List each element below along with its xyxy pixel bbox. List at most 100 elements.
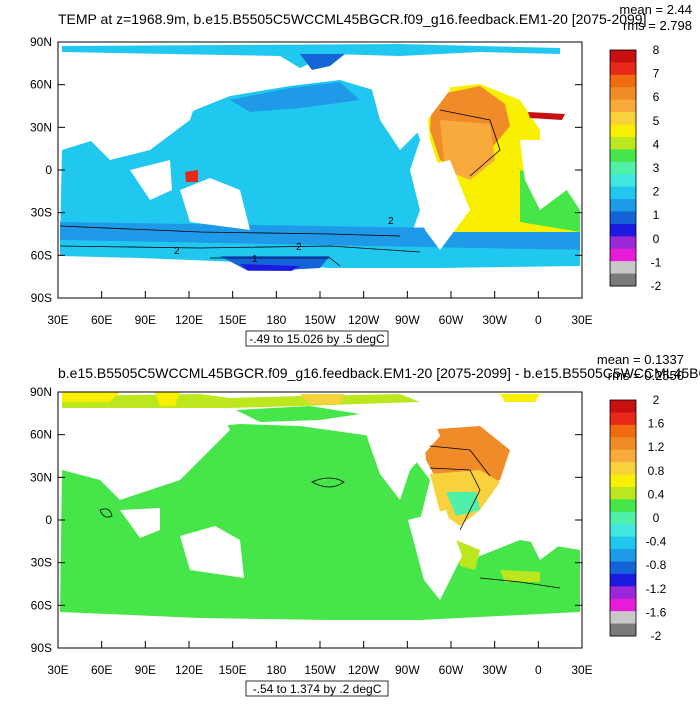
y-tick-label: 60N	[30, 428, 52, 442]
x-tick-label: 180	[266, 313, 286, 327]
contour-line	[311, 477, 345, 488]
land-north-america	[360, 406, 440, 500]
colorbar-swatch	[610, 124, 636, 138]
x-tick-label: 150E	[219, 663, 247, 677]
colorbar-swatch	[610, 598, 636, 612]
colorbar-swatch	[610, 248, 636, 262]
contour-line	[429, 467, 481, 531]
land-eurasia	[62, 60, 200, 160]
y-tick-label: 0	[45, 513, 52, 527]
contour-info-box	[245, 680, 389, 697]
colorbar-swatch	[610, 99, 636, 113]
y-axis: 90N 60N 30N 0 30S 60S 90S	[30, 35, 582, 305]
y-tick-label: 60S	[31, 598, 52, 612]
contour-line	[479, 577, 561, 589]
land-africa	[520, 140, 580, 210]
x-tick-label: 150W	[304, 663, 336, 677]
colorbar-swatch	[610, 424, 636, 438]
colorbar-label: 1.2	[648, 440, 665, 454]
land-indochina	[130, 160, 172, 200]
colorbar-label: 0.8	[648, 464, 665, 478]
colorbar-label: -1	[651, 255, 662, 269]
land-eurasia	[62, 410, 230, 500]
contour-line	[439, 109, 501, 177]
colorbar-label: -1.6	[646, 605, 667, 619]
x-tick-label: 120E	[175, 313, 203, 327]
colorbar-label: -2	[651, 279, 662, 293]
colorbar-label: 3	[653, 161, 660, 175]
arctic-warm-patch	[300, 394, 345, 404]
temperature-map-svg: TEMP at z=1968.9m, b.e15.B5505C5WCCML45B…	[30, 2, 692, 347]
map-field	[58, 392, 582, 648]
colorbar-swatch	[610, 524, 636, 538]
x-axis: 30E 60E 90E 120E 150E 180 150W 120W 90W 60W 30W 0 30…	[47, 641, 593, 677]
x-tick-label: 30W	[482, 313, 507, 327]
arctic-warm-patch	[155, 392, 180, 406]
colorbar-label: 0	[653, 232, 660, 246]
colorbar-swatch	[610, 273, 636, 287]
colorbar-label: 8	[653, 43, 660, 57]
colorbar-swatch	[610, 87, 636, 101]
stat-rms: rms = 2.798	[623, 18, 692, 33]
land-antarctica	[60, 270, 580, 296]
y-tick-label: 60S	[31, 248, 52, 262]
colorbar-swatch	[610, 62, 636, 76]
colorbar-label: -2	[651, 629, 662, 643]
panel-difference: b.e15.B5505C5WCCML45BGCR.f09_g16.feedbac…	[0, 350, 700, 700]
arctic-warm-patch	[500, 394, 540, 402]
land-africa	[520, 490, 580, 560]
colorbar-label: -0.8	[646, 558, 667, 572]
colorbar-swatch	[610, 261, 636, 275]
contour-value: 2	[296, 242, 302, 253]
colorbar-label: 0.4	[648, 487, 665, 501]
colorbar-swatch	[610, 549, 636, 562]
colorbar-swatch	[610, 449, 636, 463]
contour-line	[210, 257, 341, 267]
colorbar-swatch	[610, 199, 636, 212]
colorbar-swatch	[610, 486, 636, 500]
contour-value: 2	[388, 216, 394, 227]
arctic-warm-patch	[62, 392, 120, 402]
colorbar-swatch	[610, 74, 636, 88]
y-tick-label: 90N	[30, 385, 52, 399]
colorbar-swatch	[610, 400, 636, 413]
x-tick-label: 30E	[571, 313, 592, 327]
colorbar-swatch	[610, 223, 636, 237]
atlantic-cool-patch	[446, 492, 480, 516]
pacific-indian-ocean	[60, 80, 420, 250]
colorbar-swatch	[610, 623, 636, 637]
land-north-america	[360, 60, 450, 150]
y-tick-label: 30S	[31, 556, 52, 570]
indonesia-hot-patch	[185, 170, 198, 182]
stat-mean: mean = 2.44	[619, 2, 692, 17]
colorbar-swatch	[610, 161, 636, 175]
x-tick-label: 180	[266, 663, 286, 677]
contour-line	[59, 245, 421, 253]
contour-line	[99, 508, 113, 518]
x-tick-label: 120W	[348, 663, 380, 677]
colorbar-label: 5	[653, 114, 660, 128]
difference-map-svg: b.e15.B5505C5WCCML45BGCR.f09_g16.feedbac…	[30, 352, 700, 697]
contour-value: 2	[174, 246, 180, 257]
x-tick-label: 90E	[135, 663, 156, 677]
x-tick-label: 150E	[219, 313, 247, 327]
colorbar-label: 1.6	[648, 417, 665, 431]
land-south-america	[410, 160, 470, 250]
land-indochina	[120, 508, 160, 538]
colorbar-swatch	[610, 561, 636, 575]
colorbar: 2 1.6 1.2 0.8 0.4 0 -0.4 -0.8 -1.2 -1.6 -2	[609, 393, 667, 643]
arctic-deep-cold	[300, 54, 345, 70]
colorbar-swatch	[610, 136, 636, 150]
land-antarctica	[60, 620, 580, 646]
stat-rms: rms = 0.2550	[608, 368, 684, 383]
land-australia	[180, 178, 250, 230]
colorbar-swatch	[610, 536, 636, 550]
x-tick-label: 60E	[91, 313, 112, 327]
colorbar-frame	[609, 399, 637, 637]
colorbar-swatch	[610, 50, 636, 63]
south-atlantic-light	[500, 570, 540, 582]
x-tick-label: 90E	[135, 313, 156, 327]
contour-info-box	[245, 330, 389, 347]
colorbar-label: 1	[653, 208, 660, 222]
southern-ocean-band-2	[60, 240, 580, 268]
